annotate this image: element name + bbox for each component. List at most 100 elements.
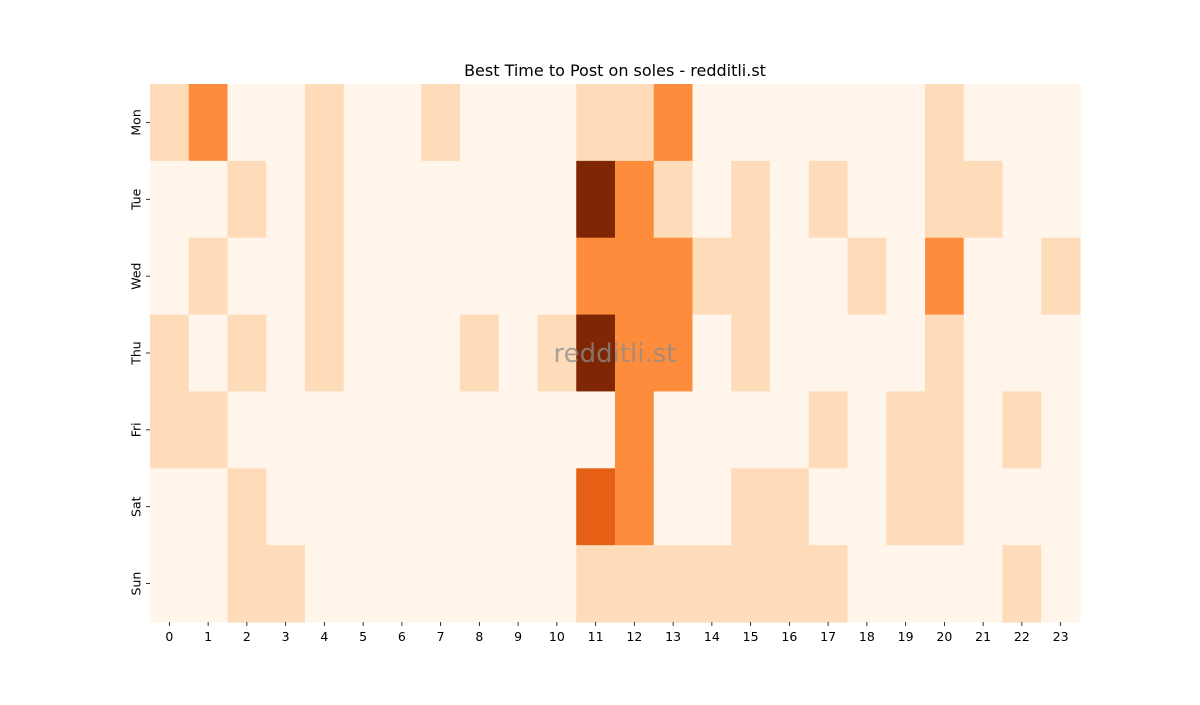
heatmap-cell-tue-22 <box>1002 160 1042 239</box>
x-tick-label: 8 <box>475 629 483 644</box>
heatmap-cell-sun-3 <box>266 545 306 623</box>
heatmap-cell-sat-22 <box>1002 468 1042 546</box>
heatmap-cell-sun-6 <box>382 545 422 623</box>
heatmap-cell-thu-5 <box>343 314 384 393</box>
heatmap-cell-wed-8 <box>460 237 500 316</box>
heatmap-cell-wed-22 <box>1002 237 1042 316</box>
heatmap-cell-wed-0 <box>150 237 190 316</box>
heatmap-cell-fri-1 <box>188 391 229 469</box>
heatmap-cell-tue-18 <box>847 160 887 239</box>
heatmap-cell-thu-3 <box>266 314 306 393</box>
heatmap-cell-wed-13 <box>653 237 694 316</box>
heatmap-cell-tue-9 <box>498 160 539 239</box>
heatmap-cell-sat-1 <box>188 468 229 546</box>
heatmap-cell-tue-7 <box>421 160 461 239</box>
heatmap-cell-tue-15 <box>731 160 771 239</box>
heatmap-cell-tue-6 <box>382 160 422 239</box>
heatmap-cell-tue-5 <box>343 160 384 239</box>
x-tick-label: 14 <box>704 629 720 644</box>
heatmap-cell-wed-21 <box>963 237 1004 316</box>
heatmap-cell-mon-15 <box>731 84 771 162</box>
heatmap-cell-fri-22 <box>1002 391 1042 469</box>
heatmap-cell-sun-2 <box>227 545 267 623</box>
heatmap-cell-fri-13 <box>653 391 694 469</box>
heatmap-cell-tue-23 <box>1041 160 1081 239</box>
heatmap-cell-mon-8 <box>460 84 500 162</box>
heatmap-cell-mon-16 <box>770 84 810 162</box>
heatmap-cell-sun-4 <box>305 545 345 623</box>
heatmap-cell-wed-18 <box>847 237 887 316</box>
chart-title: Best Time to Post on soles - redditli.st <box>464 61 766 80</box>
heatmap-cell-thu-17 <box>808 314 849 393</box>
x-tick-label: 11 <box>588 629 604 644</box>
x-tick-label: 1 <box>204 629 212 644</box>
x-tick-label: 4 <box>320 629 328 644</box>
heatmap-cell-sat-17 <box>808 468 849 546</box>
heatmap-cell-sat-10 <box>537 468 577 546</box>
heatmap-cell-fri-3 <box>266 391 306 469</box>
heatmap-cell-tue-16 <box>770 160 810 239</box>
y-tick-label: Fri <box>129 422 144 437</box>
heatmap-cell-sat-3 <box>266 468 306 546</box>
heatmap-cell-sun-7 <box>421 545 461 623</box>
heatmap-cell-tue-10 <box>537 160 577 239</box>
heatmap-cell-wed-2 <box>227 237 267 316</box>
heatmap-cell-fri-19 <box>886 391 926 469</box>
heatmap-cell-wed-17 <box>808 237 849 316</box>
heatmap-cell-sun-9 <box>498 545 539 623</box>
heatmap-cell-sat-5 <box>343 468 384 546</box>
heatmap-cell-thu-12 <box>615 314 655 393</box>
x-tick-label: 21 <box>975 629 991 644</box>
x-tick-label: 17 <box>820 629 836 644</box>
x-tick-label: 5 <box>359 629 367 644</box>
heatmap-cell-sat-20 <box>925 468 965 546</box>
heatmap-cell-wed-6 <box>382 237 422 316</box>
heatmap-cell-sat-19 <box>886 468 926 546</box>
x-tick-label: 19 <box>898 629 914 644</box>
heatmap-cell-mon-21 <box>963 84 1004 162</box>
heatmap-cell-mon-14 <box>692 84 732 162</box>
heatmap-cell-wed-5 <box>343 237 384 316</box>
heatmap-cell-wed-23 <box>1041 237 1081 316</box>
heatmap-cell-mon-10 <box>537 84 577 162</box>
heatmap-cell-sat-7 <box>421 468 461 546</box>
x-tick-label: 22 <box>1014 629 1030 644</box>
heatmap-cell-wed-19 <box>886 237 926 316</box>
heatmap-cell-thu-14 <box>692 314 732 393</box>
heatmap-cell-sat-11 <box>576 468 616 546</box>
heatmap-cell-tue-17 <box>808 160 849 239</box>
x-tick-label: 13 <box>665 629 681 644</box>
heatmap-cell-tue-0 <box>150 160 190 239</box>
heatmap-cell-wed-1 <box>188 237 229 316</box>
heatmap-cell-tue-13 <box>653 160 694 239</box>
heatmap-cell-mon-9 <box>498 84 539 162</box>
heatmap-cell-thu-22 <box>1002 314 1042 393</box>
heatmap-cell-fri-23 <box>1041 391 1081 469</box>
heatmap-cell-sat-16 <box>770 468 810 546</box>
heatmap-cell-mon-5 <box>343 84 384 162</box>
heatmap-cell-sun-8 <box>460 545 500 623</box>
heatmap-cell-sat-15 <box>731 468 771 546</box>
heatmap-cell-wed-11 <box>576 237 616 316</box>
heatmap-cell-mon-6 <box>382 84 422 162</box>
heatmap-cells <box>150 84 1081 623</box>
heatmap-cell-wed-3 <box>266 237 306 316</box>
heatmap-cell-sat-14 <box>692 468 732 546</box>
heatmap-cell-sat-13 <box>653 468 694 546</box>
heatmap-cell-mon-11 <box>576 84 616 162</box>
heatmap-cell-mon-3 <box>266 84 306 162</box>
heatmap-cell-thu-6 <box>382 314 422 393</box>
x-tick-label: 7 <box>437 629 445 644</box>
y-tick-label: Mon <box>129 109 144 135</box>
x-axis: 0 1 2 3 4 5 6 7 8 9 10 11 12 13 14 15 16 17 18 19 20 21 22 23 <box>165 622 1069 644</box>
heatmap-cell-thu-11 <box>576 314 616 393</box>
heatmap-cell-sat-4 <box>305 468 345 546</box>
x-tick-label: 9 <box>514 629 522 644</box>
y-tick-label: Thu <box>129 341 144 365</box>
x-tick-label: 16 <box>781 629 797 644</box>
heatmap-cell-sat-0 <box>150 468 190 546</box>
heatmap-cell-thu-18 <box>847 314 887 393</box>
heatmap-cell-mon-4 <box>305 84 345 162</box>
